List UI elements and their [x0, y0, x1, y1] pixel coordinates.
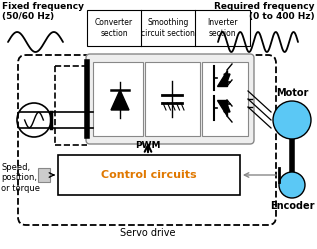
Text: Fixed frequency
(50/60 Hz): Fixed frequency (50/60 Hz) [2, 2, 84, 21]
Text: Speed,
position,
or torque: Speed, position, or torque [1, 163, 40, 193]
Bar [87, 10, 250, 46]
Polygon shape [111, 90, 129, 110]
Polygon shape [217, 70, 227, 86]
Circle shape [273, 101, 311, 139]
Text: Converter
section: Converter section [95, 18, 133, 38]
FancyBboxPatch shape [86, 54, 254, 144]
Polygon shape [224, 74, 230, 82]
Polygon shape [224, 104, 230, 112]
Bar [93, 62, 143, 136]
Text: Required frequency
(0 to 400 Hz): Required frequency (0 to 400 Hz) [215, 2, 315, 21]
Text: Inverter
section: Inverter section [207, 18, 237, 38]
Polygon shape [217, 100, 227, 116]
Text: Smoothing
circuit section: Smoothing circuit section [141, 18, 195, 38]
Text: PWM: PWM [135, 141, 161, 150]
Circle shape [279, 172, 305, 198]
Text: Control circuits: Control circuits [101, 170, 197, 180]
Bar [202, 62, 248, 136]
Bar [38, 168, 50, 182]
Bar [145, 62, 200, 136]
Text: Servo drive: Servo drive [120, 228, 176, 238]
Bar [58, 155, 240, 195]
Text: Encoder: Encoder [270, 201, 314, 211]
Text: Motor: Motor [276, 88, 308, 98]
